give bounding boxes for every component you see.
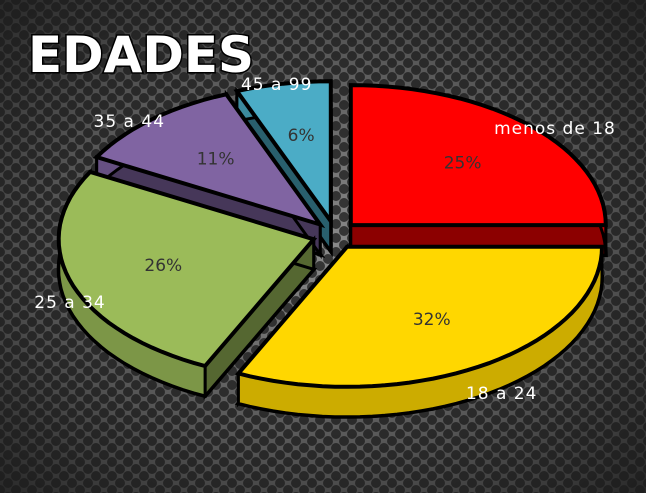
- category-label: 45 a 99: [241, 75, 313, 95]
- category-label: 35 a 44: [94, 112, 166, 132]
- chart-title: EDADES: [28, 26, 254, 84]
- category-label: 25 a 34: [34, 293, 106, 313]
- data-label: 32%: [413, 310, 451, 330]
- category-label: menos de 18: [494, 119, 616, 139]
- category-label: 18 a 24: [466, 384, 538, 404]
- data-label: 6%: [288, 126, 315, 146]
- chart: EDADES 25% menos de 18 32% 18 a 24 26% 25 a 3…: [0, 0, 646, 493]
- data-label: 25%: [444, 154, 482, 174]
- data-label: 11%: [197, 149, 235, 169]
- data-label: 26%: [144, 256, 182, 276]
